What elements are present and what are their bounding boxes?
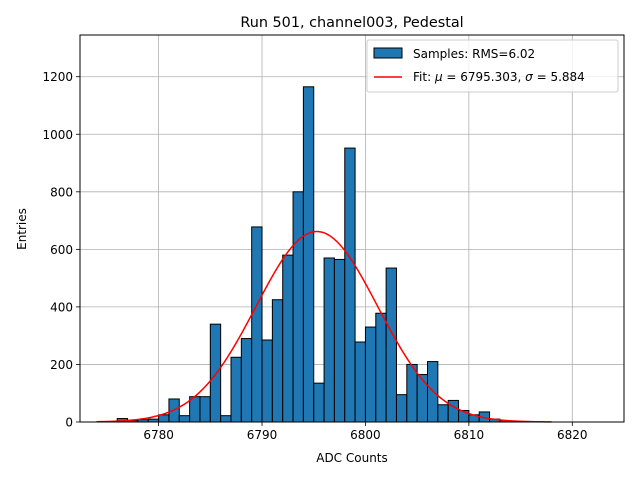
x-tick-label: 6810: [454, 428, 485, 442]
histogram-bar: [158, 414, 170, 423]
histogram-bar: [416, 374, 428, 423]
histogram-bar: [406, 363, 418, 423]
y-tick-label: 600: [50, 243, 73, 257]
legend-fit-sigma-symbol: σ: [525, 70, 533, 84]
histogram-bar: [354, 341, 366, 423]
histogram-bar: [333, 258, 346, 423]
chart-title: Run 501, channel003, Pedestal: [240, 15, 463, 31]
plot-frame: [79, 34, 625, 423]
legend-frame: [366, 39, 619, 93]
histogram-bar: [240, 338, 253, 423]
histogram-bar: [178, 415, 191, 423]
y-tick-label: 400: [50, 300, 73, 314]
y-tick-label: 1000: [42, 128, 73, 142]
legend-samples-swatch: [373, 47, 403, 59]
y-tick-label: 800: [50, 185, 73, 199]
histogram-bars: [116, 86, 522, 423]
y-tick-label: 0: [65, 416, 73, 430]
histogram-bar: [437, 404, 449, 423]
histogram-bar: [302, 86, 315, 423]
x-tick-label: 6800: [350, 428, 381, 442]
x-tick-label: 6820: [557, 428, 588, 442]
fit-curve: [96, 230, 552, 423]
legend-fit-mu-value: = 6795.303,: [443, 70, 526, 84]
histogram-bar: [230, 356, 242, 423]
histogram-bar: [385, 267, 397, 423]
histogram-bar: [209, 323, 222, 423]
legend-fit-mu-symbol: μ: [434, 70, 443, 84]
legend-fit-prefix: Fit:: [413, 70, 435, 84]
histogram-bar: [364, 326, 377, 423]
legend-fit-sigma-value: = 5.884: [533, 70, 585, 84]
histogram-bar: [375, 312, 387, 423]
x-axis-ticks: 6780 6790 6800 6810 6820: [143, 422, 588, 442]
histogram-bar: [199, 396, 211, 423]
histogram-bar: [251, 226, 263, 423]
x-tick-label: 6780: [143, 428, 174, 442]
legend: Samples: RMS=6.02 Fit: μ = 6795.303, σ =…: [366, 39, 619, 93]
x-tick-label: 6790: [247, 428, 278, 442]
histogram-bar: [395, 394, 408, 423]
y-axis-label: Entries: [15, 208, 29, 250]
histogram-bar: [271, 299, 284, 423]
histogram-bar: [282, 254, 294, 423]
histogram-bar: [261, 339, 273, 423]
histogram-bar: [189, 396, 201, 423]
x-axis-label: ADC Counts: [316, 451, 388, 465]
fit-curve-group: [96, 230, 552, 423]
histogram-bar: [292, 191, 304, 423]
y-tick-label: 200: [50, 358, 73, 372]
histogram-bar: [313, 382, 325, 423]
histogram-bar: [220, 415, 232, 423]
histogram-bar: [323, 257, 335, 423]
histogram-bar: [344, 147, 356, 423]
y-axis-ticks: 0 200 400 600 800 1000 1200: [42, 70, 80, 430]
y-tick-label: 1200: [42, 70, 73, 84]
legend-fit-label: Fit: μ = 6795.303, σ = 5.884: [413, 70, 585, 84]
legend-samples-label: Samples: RMS=6.02: [413, 47, 535, 61]
